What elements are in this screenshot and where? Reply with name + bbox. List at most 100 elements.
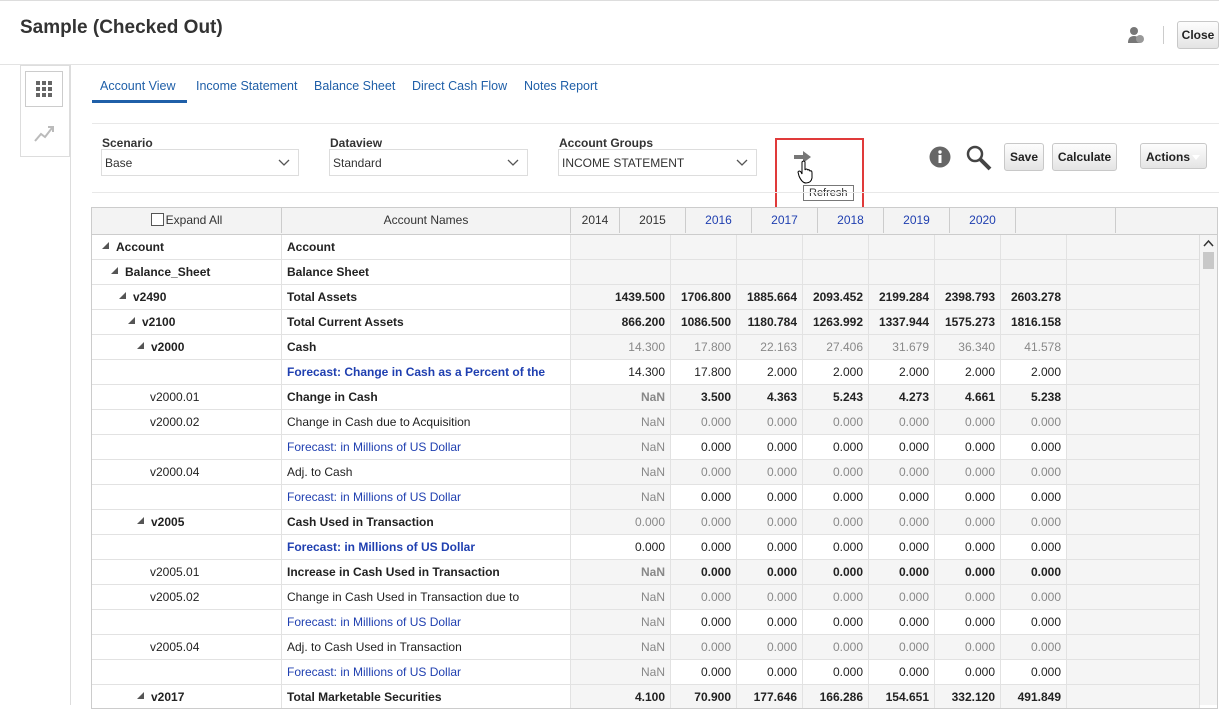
tab[interactable]: Direct Cash Flow	[412, 79, 508, 93]
value-cell[interactable]: NaN	[571, 610, 671, 634]
year-header[interactable]: 2020	[950, 208, 1016, 233]
tab[interactable]: Notes Report	[524, 79, 598, 93]
value-cell[interactable]: 0.000	[935, 660, 1001, 684]
value-cell[interactable]: 0.000	[935, 535, 1001, 559]
value-cell[interactable]: 0.000	[869, 435, 935, 459]
value: 0.000	[832, 515, 863, 529]
value-cell[interactable]: 0.000	[1001, 535, 1067, 559]
value-cell[interactable]: 2.000	[869, 360, 935, 384]
value-cell[interactable]: 14.300	[571, 360, 671, 384]
year-header[interactable]: 2018	[818, 208, 884, 233]
value-cell[interactable]: NaN	[571, 435, 671, 459]
dropdown-arrow	[736, 159, 748, 166]
info-icon[interactable]	[929, 146, 951, 168]
tab[interactable]: Account View	[100, 79, 176, 93]
value-cell[interactable]: 0.000	[935, 485, 1001, 509]
grid-header: Expand All Account Names 2014 2015 2016 2017 2…	[92, 208, 1217, 235]
value-cell[interactable]: 0.000	[803, 435, 869, 459]
value-cell[interactable]: 2.000	[803, 360, 869, 384]
dropdown[interactable]: INCOME STATEMENT	[558, 149, 757, 176]
value-cell[interactable]: 0.000	[803, 535, 869, 559]
close-button[interactable]: Close	[1177, 21, 1219, 49]
forecast-link[interactable]: Forecast: in Millions of US Dollar	[287, 540, 476, 554]
value-cell: 0.000	[935, 635, 1001, 659]
value-cell[interactable]: 0.000	[1001, 660, 1067, 684]
value-cell[interactable]: 2.000	[737, 360, 803, 384]
value-cell[interactable]: 0.000	[737, 435, 803, 459]
collapse-toggle[interactable]	[111, 267, 119, 275]
forecast-link[interactable]: Forecast: Change in Cash as a Percent of…	[287, 365, 546, 379]
collapse-toggle[interactable]	[102, 242, 110, 250]
value-cell[interactable]: 0.000	[671, 535, 737, 559]
value-cell[interactable]: 0.000	[671, 485, 737, 509]
forecast-link[interactable]: Forecast: in Millions of US Dollar	[287, 615, 462, 629]
name-cell: Cash	[282, 335, 571, 359]
value-cell[interactable]: 0.000	[737, 485, 803, 509]
value-cell[interactable]: 0.000	[671, 660, 737, 684]
value-cell[interactable]: 0.000	[935, 435, 1001, 459]
tab[interactable]: Balance Sheet	[314, 79, 396, 93]
account-name: Balance Sheet	[287, 265, 370, 279]
value-cell[interactable]: NaN	[571, 660, 671, 684]
toolbar-button[interactable]: Save	[1004, 143, 1044, 171]
value-cell[interactable]: 0.000	[803, 485, 869, 509]
value-cell[interactable]: 2.000	[1001, 360, 1067, 384]
value: 1885.664	[746, 290, 797, 304]
value-cell[interactable]: 0.000	[671, 435, 737, 459]
collapse-toggle[interactable]	[128, 317, 136, 325]
year-header[interactable]: 2016	[686, 208, 752, 233]
dropdown[interactable]: Standard	[329, 149, 528, 176]
value: 0.000	[766, 465, 797, 479]
value-cell[interactable]: 0.000	[571, 535, 671, 559]
chart-view-icon[interactable]	[33, 123, 55, 143]
value: 36.340	[958, 340, 995, 354]
value-cell[interactable]: 0.000	[1001, 435, 1067, 459]
year-header[interactable]: 2017	[752, 208, 818, 233]
grid-view-icon[interactable]	[25, 71, 63, 107]
forecast-link[interactable]: Forecast: in Millions of US Dollar	[287, 665, 462, 679]
value-cell[interactable]: 0.000	[869, 660, 935, 684]
value: 0.000	[898, 465, 929, 479]
value-cell[interactable]: 0.000	[803, 610, 869, 634]
value: 0.000	[1030, 590, 1061, 604]
value-cell[interactable]: 0.000	[737, 610, 803, 634]
value-cell[interactable]: 0.000	[869, 485, 935, 509]
value-cell[interactable]: 0.000	[803, 660, 869, 684]
account-code: v2017	[151, 690, 185, 704]
user-icon[interactable]	[1127, 26, 1145, 44]
year-header[interactable]: 2019	[884, 208, 950, 233]
collapse-toggle[interactable]	[137, 692, 145, 700]
scrollbar[interactable]	[1199, 235, 1217, 705]
collapse-toggle[interactable]	[137, 342, 145, 350]
value-cell[interactable]: 0.000	[737, 660, 803, 684]
collapse-toggle[interactable]	[119, 292, 127, 300]
value-cell: 332.120	[935, 685, 1001, 708]
refresh-arrow[interactable]	[793, 149, 813, 165]
checkbox[interactable]	[150, 213, 164, 226]
value-cell[interactable]: 0.000	[935, 610, 1001, 634]
value: 154.651	[885, 690, 929, 704]
toolbar-button[interactable]: Calculate	[1052, 143, 1117, 171]
value-cell[interactable]: 0.000	[1001, 485, 1067, 509]
value-cell[interactable]: NaN	[571, 485, 671, 509]
value-cell[interactable]: 17.800	[671, 360, 737, 384]
name-cell: Forecast: Change in Cash as a Percent of…	[282, 360, 571, 384]
forecast-link[interactable]: Forecast: in Millions of US Dollar	[287, 440, 462, 454]
value-cell[interactable]: 0.000	[1001, 610, 1067, 634]
forecast-link[interactable]: Forecast: in Millions of US Dollar	[287, 490, 462, 504]
value-cell[interactable]: 0.000	[869, 535, 935, 559]
search-icon[interactable]	[965, 144, 993, 172]
collapse-toggle[interactable]	[137, 517, 145, 525]
value-cell[interactable]: 0.000	[671, 610, 737, 634]
value: NaN	[640, 615, 665, 629]
toolbar-button[interactable]: Actions	[1140, 143, 1207, 169]
empty-cell	[1067, 585, 1200, 609]
dropdown[interactable]: Base	[101, 149, 299, 176]
value-cell[interactable]: 2.000	[935, 360, 1001, 384]
tab[interactable]: Income Statement	[196, 79, 298, 93]
value: 2.000	[766, 365, 797, 379]
value-cell[interactable]: 0.000	[737, 535, 803, 559]
expand-all[interactable]: Expand All	[92, 208, 282, 233]
value-cell: 0.000	[869, 560, 935, 584]
value-cell[interactable]: 0.000	[869, 610, 935, 634]
